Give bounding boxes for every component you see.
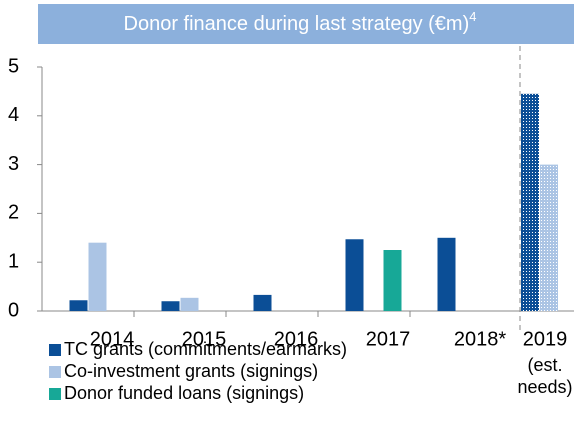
legend-swatch bbox=[49, 366, 61, 378]
y-tick-label: 2 bbox=[8, 202, 19, 224]
legend-swatch bbox=[49, 388, 61, 400]
bar bbox=[253, 294, 272, 311]
legend-label: Donor funded loans (signings) bbox=[64, 383, 304, 403]
title-banner bbox=[38, 4, 574, 44]
bar bbox=[383, 250, 402, 311]
chart-title: Donor finance during last strategy (€m)4 bbox=[124, 9, 477, 35]
x-tick-label: 2015 bbox=[182, 328, 227, 350]
bar bbox=[437, 237, 456, 311]
bar bbox=[69, 300, 88, 311]
bar bbox=[180, 297, 199, 311]
bar bbox=[521, 93, 539, 311]
x-tick-label: 2018* bbox=[454, 328, 506, 350]
y-tick-label: 4 bbox=[8, 104, 19, 126]
title-text: Donor finance during last strategy (€m) bbox=[124, 13, 470, 35]
annotation: (est. bbox=[527, 355, 562, 375]
title-note: 4 bbox=[469, 9, 476, 24]
x-tick-label: 2014 bbox=[90, 328, 135, 350]
y-tick-label: 5 bbox=[8, 55, 19, 77]
x-tick-label: 2017 bbox=[366, 328, 411, 350]
bar bbox=[345, 239, 364, 311]
bar bbox=[161, 301, 180, 311]
legend-label: TC grants (commitments/earmarks) bbox=[64, 339, 347, 359]
y-tick-label: 1 bbox=[8, 250, 19, 272]
legend-swatch bbox=[49, 344, 61, 356]
x-tick-label: 2019 bbox=[523, 328, 568, 350]
bar bbox=[540, 164, 558, 311]
bar bbox=[88, 242, 107, 311]
y-tick-label: 3 bbox=[8, 153, 19, 175]
x-tick-label: 2016 bbox=[274, 328, 319, 350]
y-tick-label: 0 bbox=[8, 299, 19, 321]
annotation: needs) bbox=[517, 377, 572, 397]
legend-label: Co-investment grants (signings) bbox=[64, 361, 318, 381]
